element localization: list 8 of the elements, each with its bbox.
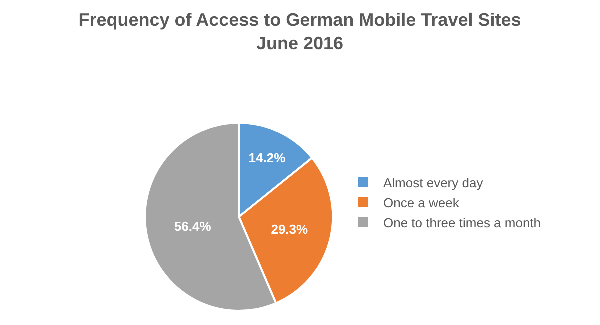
data-label: 14.2% <box>248 150 286 166</box>
chart-title: Frequency of Access to German Mobile Travel Sites <box>78 10 522 30</box>
data-label: 29.3% <box>271 222 309 238</box>
legend-label: One to three times a month <box>384 215 542 230</box>
chart-subtitle: June 2016 <box>256 33 344 54</box>
legend-label: Almost every day <box>384 176 484 191</box>
data-label: 56.4% <box>174 218 212 234</box>
legend-label: Once a week <box>384 195 460 210</box>
